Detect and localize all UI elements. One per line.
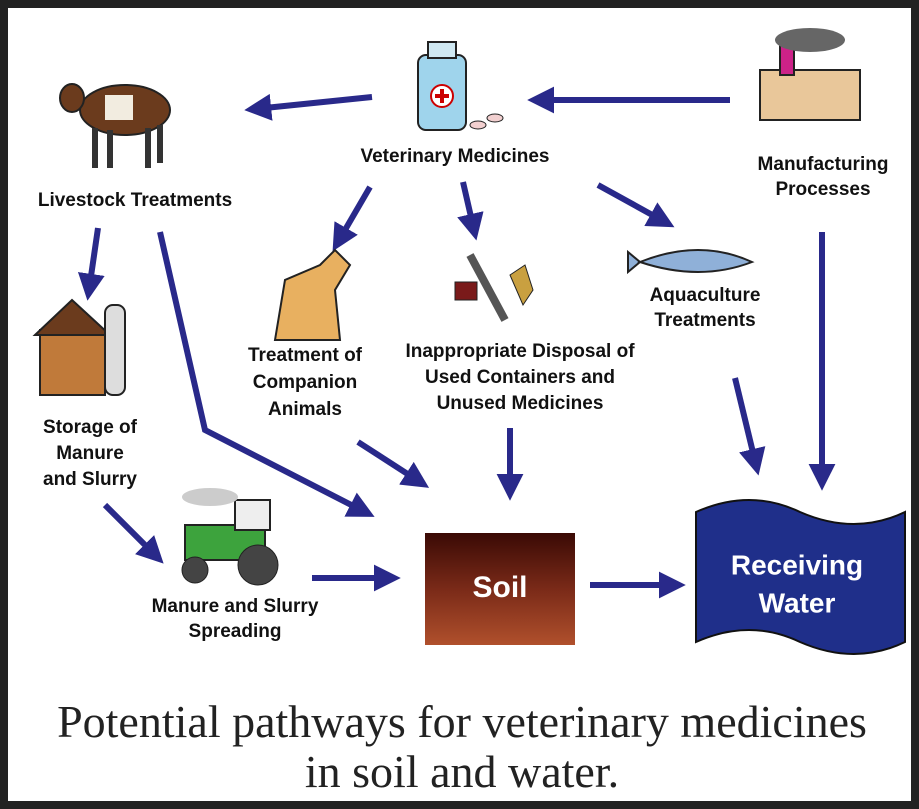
node-label: Manufacturing <box>758 154 889 175</box>
diagram: Veterinary Medicines Livestock Treatments… <box>0 0 919 809</box>
node-label: Spreading <box>189 621 282 642</box>
node-label: Aquaculture <box>650 285 761 306</box>
node-label: Animals <box>268 399 342 420</box>
node-label: Livestock Treatments <box>38 190 232 211</box>
node-label: Processes <box>775 179 870 200</box>
node-label: Treatments <box>654 310 755 331</box>
node-label: Veterinary Medicines <box>360 146 549 167</box>
caption-line: in soil and water. <box>305 746 619 797</box>
node-label: Manure and Slurry <box>152 596 319 617</box>
node-label: Storage of <box>43 417 138 438</box>
node-label: Receiving <box>731 549 863 580</box>
node-label: and Slurry <box>43 469 137 490</box>
node-label: Manure <box>56 443 124 464</box>
node-label: Companion <box>253 372 358 393</box>
caption-line: Potential pathways for veterinary medici… <box>57 696 867 747</box>
node-label: Soil <box>472 571 527 604</box>
node-label: Used Containers and <box>425 367 615 388</box>
node-label: Inappropriate Disposal of <box>405 341 635 362</box>
node-label: Treatment of <box>248 345 363 366</box>
node-label: Unused Medicines <box>437 393 604 414</box>
node-label: Water <box>759 587 836 618</box>
